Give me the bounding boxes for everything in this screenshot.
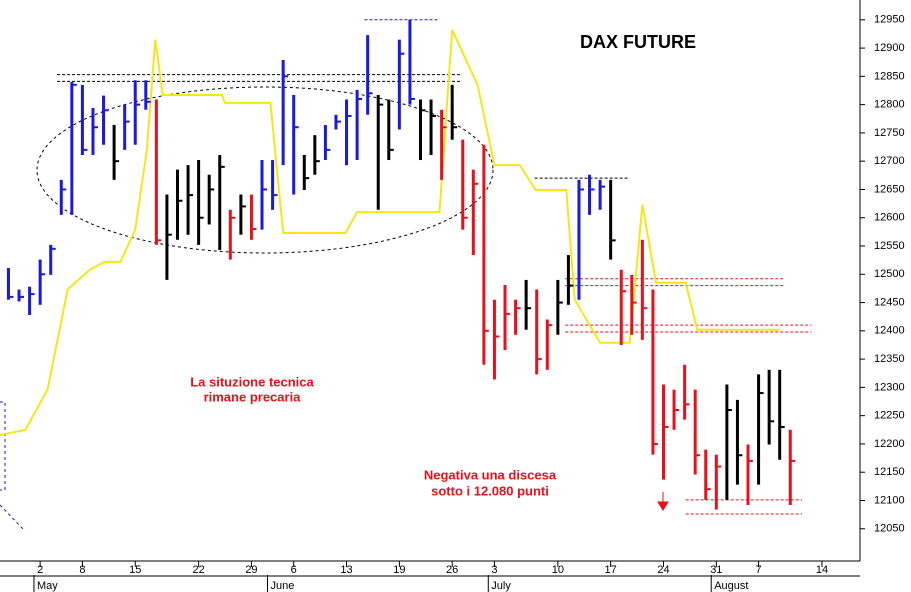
x-tick-label: 15	[129, 564, 141, 576]
month-label: June	[270, 580, 294, 592]
y-tick-label: 12550	[874, 240, 905, 252]
y-tick-label: 12800	[874, 99, 905, 111]
x-tick-label: 6	[291, 564, 297, 576]
y-tick-label: 12450	[874, 296, 905, 308]
y-tick-label: 12950	[874, 14, 905, 26]
chart-title: DAX FUTURE	[580, 32, 696, 52]
x-tick-label: 7	[756, 564, 762, 576]
annotation: Negativa una discesa	[424, 467, 557, 482]
x-tick-label: 26	[446, 564, 458, 576]
x-tick-label: 31	[710, 564, 722, 576]
x-tick-label: 2	[37, 564, 43, 576]
y-tick-label: 12500	[874, 268, 905, 280]
x-tick-label: 8	[79, 564, 85, 576]
x-tick-label: 22	[192, 564, 204, 576]
y-tick-label: 12100	[874, 494, 905, 506]
y-tick-label: 12350	[874, 353, 905, 365]
annotation: rimane precaria	[204, 389, 302, 404]
x-tick-label: 29	[245, 564, 257, 576]
y-tick-label: 12650	[874, 183, 905, 195]
x-tick-label: 19	[393, 564, 405, 576]
x-tick-label: 3	[491, 564, 497, 576]
month-label: August	[714, 580, 748, 592]
pattern-ellipse	[36, 86, 494, 254]
y-tick-label: 12750	[874, 127, 905, 139]
x-tick-label: 14	[816, 564, 828, 576]
x-tick-label: 13	[340, 564, 352, 576]
y-tick-label: 12300	[874, 381, 905, 393]
y-tick-label: 12200	[874, 438, 905, 450]
y-tick-label: 12400	[874, 325, 905, 337]
down-arrow	[657, 492, 669, 511]
x-tick-label: 17	[605, 564, 617, 576]
indicator-line	[0, 29, 780, 436]
trend-line	[0, 504, 25, 531]
annotation: La situzione tecnica	[190, 374, 314, 389]
month-label: July	[491, 580, 511, 592]
y-tick-label: 12050	[874, 523, 905, 535]
x-tick-label: 10	[552, 564, 564, 576]
y-tick-label: 12700	[874, 155, 905, 167]
annotation: sotto i 12.080 punti	[431, 483, 549, 498]
y-tick-label: 12900	[874, 42, 905, 54]
y-tick-label: 12250	[874, 410, 905, 422]
y-tick-label: 12600	[874, 212, 905, 224]
range-box	[0, 401, 6, 491]
x-tick-label: 24	[657, 564, 669, 576]
month-label: May	[37, 580, 58, 592]
y-tick-label: 12850	[874, 70, 905, 82]
y-tick-label: 12150	[874, 466, 905, 478]
